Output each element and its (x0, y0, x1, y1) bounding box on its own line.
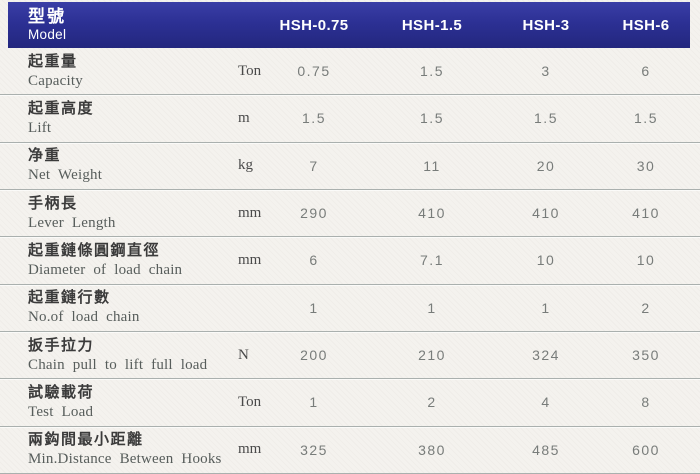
row-value: 290 (300, 205, 328, 222)
row-label-cell: 起重高度 Lift (0, 100, 222, 137)
row-value: 1 (309, 394, 319, 411)
spec-row: 起重高度 Lift m 1.5 1.5 1.5 1.5 (0, 95, 700, 143)
header-grid: 型號 Model HSH-0.75 HSH-1.5 HSH-3 HSH-6 (0, 2, 700, 48)
spec-row: 起重鏈條圓鋼直徑 Diameter of load chain mm 6 7.1… (0, 237, 700, 285)
row-value: 10 (636, 252, 656, 269)
row-label-zh: 起重高度 (28, 99, 95, 117)
column-header-hsh-6: HSH-6 (622, 16, 670, 34)
row-label-en: Diameter of load chain (28, 261, 183, 278)
row-value: 4 (541, 394, 551, 411)
model-label-en: Model (28, 27, 67, 43)
row-label-en: No.of load chain (28, 309, 140, 326)
row-value: 1.5 (634, 110, 658, 127)
spec-row: 手柄長 Lever Length mm 290 410 410 410 (0, 190, 700, 238)
row-value: 1.5 (534, 110, 558, 127)
row-label-cell: 起重鏈條圓鋼直徑 Diameter of load chain (0, 242, 222, 279)
row-value: 6 (309, 252, 319, 269)
row-label-zh: 扳手拉力 (28, 336, 95, 354)
row-label-cell: 試驗載荷 Test Load (0, 384, 222, 421)
row-unit: mm (238, 204, 262, 221)
header-band (8, 2, 690, 48)
row-label-zh: 兩鈎間最小距離 (28, 431, 144, 449)
row-value: 3 (541, 63, 551, 80)
row-value: 350 (632, 347, 660, 364)
row-label-en: Min.Distance Between Hooks (28, 451, 222, 468)
row-label-en: Capacity (28, 72, 83, 89)
row-value: 380 (418, 441, 446, 458)
table-header-row: 型號 Model HSH-0.75 HSH-1.5 HSH-3 HSH-6 (0, 0, 700, 48)
row-label-zh: 試驗載荷 (28, 383, 95, 401)
row-label-en: Net Weight (28, 167, 103, 184)
row-value: 325 (300, 441, 328, 458)
row-unit: Ton (238, 393, 262, 410)
spec-row: 兩鈎間最小距離 Min.Distance Between Hooks mm 32… (0, 427, 700, 474)
row-label-zh: 起重量 (28, 52, 78, 70)
row-value: 210 (418, 347, 446, 364)
row-value: 11 (423, 157, 441, 174)
row-value: 410 (532, 205, 560, 222)
row-value: 200 (300, 347, 328, 364)
row-value: 7 (309, 157, 319, 174)
row-unit: mm (238, 441, 262, 458)
row-unit: kg (238, 157, 253, 174)
row-value: 7.1 (420, 252, 444, 269)
row-value: 8 (641, 394, 651, 411)
row-value: 30 (636, 157, 656, 174)
row-label-zh: 手柄長 (28, 194, 78, 212)
spec-rows: 起重量 Capacity Ton 0.75 1.5 3 6 起重高度 Lift … (0, 48, 700, 474)
row-unit: N (238, 346, 249, 363)
row-value: 324 (532, 347, 560, 364)
row-label-zh: 净重 (28, 147, 62, 165)
row-label-cell: 起重鏈行數 No.of load chain (0, 289, 222, 326)
row-label-en: Lift (28, 119, 52, 136)
row-value: 485 (532, 441, 560, 458)
spec-row: 試驗載荷 Test Load Ton 1 2 4 8 (0, 379, 700, 427)
row-label-en: Chain pull to lift full load (28, 356, 208, 373)
row-value: 1.5 (420, 110, 444, 127)
row-value: 6 (641, 63, 651, 80)
row-label-zh: 起重鏈行數 (28, 289, 111, 307)
row-value: 600 (632, 441, 660, 458)
row-unit: mm (238, 251, 262, 268)
row-value: 1.5 (420, 63, 444, 80)
row-value: 410 (632, 205, 660, 222)
row-unit: Ton (238, 62, 262, 79)
spec-row: 起重鏈行數 No.of load chain 1 1 1 2 (0, 285, 700, 332)
row-label-en: Test Load (28, 403, 94, 420)
spec-row: 净重 Net Weight kg 7 11 20 30 (0, 143, 700, 190)
row-value: 0.75 (297, 63, 331, 80)
row-value: 1 (427, 299, 437, 316)
row-value: 20 (536, 157, 556, 174)
row-label-cell: 兩鈎間最小距離 Min.Distance Between Hooks (0, 431, 222, 468)
model-label-zh: 型號 (28, 7, 66, 27)
row-label-cell: 净重 Net Weight (0, 147, 222, 184)
row-value: 1 (541, 299, 551, 316)
row-label-zh: 起重鏈條圓鋼直徑 (28, 241, 161, 259)
column-header-hsh-3: HSH-3 (522, 16, 570, 34)
row-label-cell: 手柄長 Lever Length (0, 195, 222, 232)
row-value: 2 (427, 394, 437, 411)
row-unit: m (238, 109, 250, 126)
spec-row: 扳手拉力 Chain pull to lift full load N 200 … (0, 332, 700, 380)
row-value: 1.5 (302, 110, 326, 127)
column-header-hsh-0-75: HSH-0.75 (279, 16, 349, 34)
row-value: 10 (536, 252, 556, 269)
row-label-cell: 扳手拉力 Chain pull to lift full load (0, 337, 222, 374)
row-label-en: Lever Length (28, 214, 116, 231)
spec-row: 起重量 Capacity Ton 0.75 1.5 3 6 (0, 48, 700, 96)
model-header-cell: 型號 Model (0, 7, 222, 42)
row-value: 1 (309, 299, 319, 316)
column-header-hsh-1-5: HSH-1.5 (401, 16, 463, 34)
row-value: 2 (641, 299, 651, 316)
row-label-cell: 起重量 Capacity (0, 53, 222, 90)
row-value: 410 (418, 205, 446, 222)
